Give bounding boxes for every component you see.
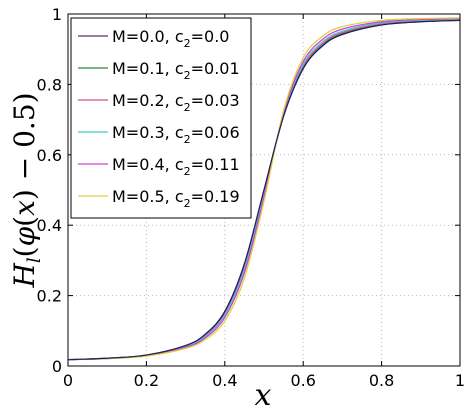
- y-tick-label: 0.2: [37, 287, 62, 306]
- x-tick-label: 1: [455, 371, 465, 390]
- y-tick-label: 0.8: [37, 75, 62, 94]
- x-tick-label: 0.6: [290, 371, 315, 390]
- y-tick-label: 0.6: [37, 146, 62, 165]
- legend-label: M=0.2, c2=0.03: [112, 91, 240, 114]
- legend: M=0.0, c2=0.0 M=0.1, c2=0.01 M=0.2, c2=0.0…: [70, 17, 252, 219]
- legend-label: M=0.4, c2=0.11: [112, 155, 240, 178]
- legend-label: M=0.1, c2=0.01: [112, 59, 240, 82]
- legend-label: M=0.3, c2=0.06: [112, 123, 240, 146]
- x-tick-label: 0.4: [212, 371, 237, 390]
- series-lines: [67, 17, 461, 361]
- x-tick-label: 0.2: [134, 371, 159, 390]
- x-tick-label: 0.8: [369, 371, 394, 390]
- legend-label: M=0.0, c2=0.0: [112, 27, 229, 50]
- y-axis-label: Hl(φ(x) − 0.5): [8, 92, 45, 288]
- y-tick-label: 0: [52, 357, 62, 376]
- x-axis-label: x: [255, 378, 272, 411]
- x-tick-label: 0: [63, 371, 73, 390]
- ticks: 0 0.2 0.4 0.6 0.8 1 0 0.2 0.4 0.6 0.8 1: [37, 5, 466, 390]
- plot-frame: [67, 13, 461, 367]
- y-tick-label: 0.4: [37, 216, 62, 235]
- series-line: [67, 17, 461, 361]
- series-line-overlay: [67, 19, 461, 361]
- legend-label: M=0.5, c2=0.19: [112, 187, 240, 210]
- y-tick-label: 1: [52, 5, 62, 24]
- legend-box: [70, 17, 252, 219]
